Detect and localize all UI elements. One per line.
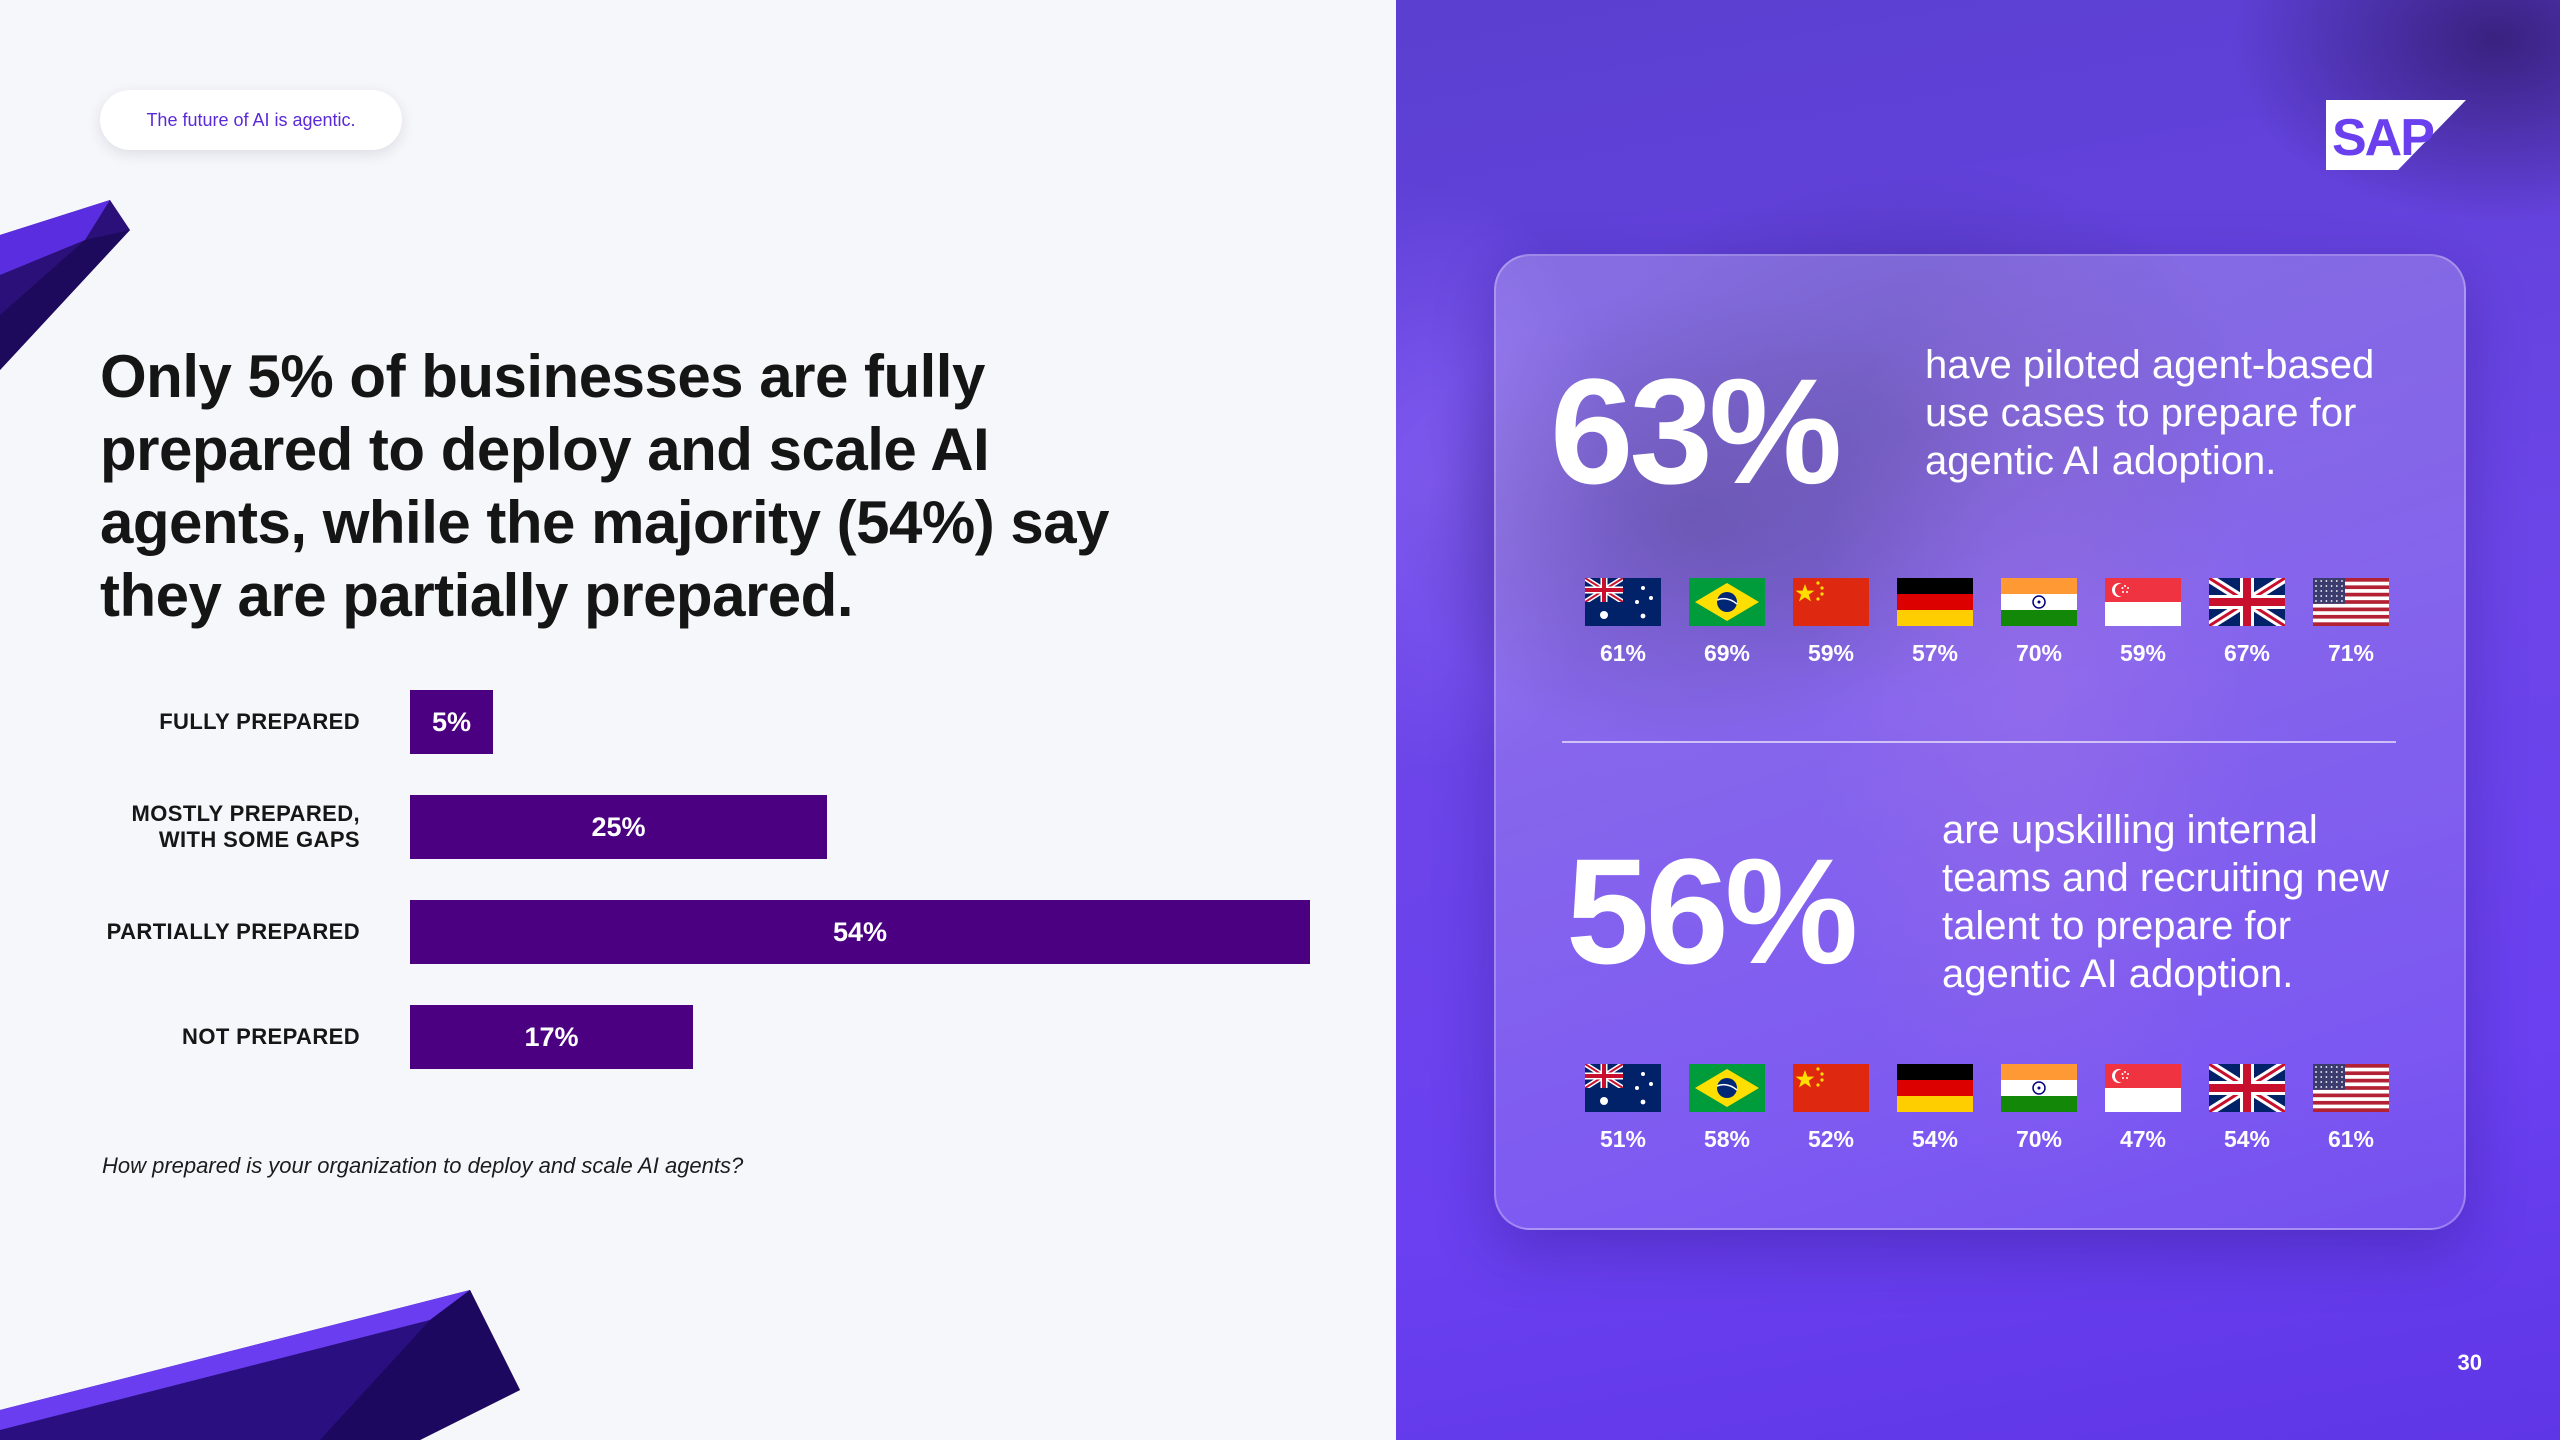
country-percentage: 70% <box>2015 640 2063 666</box>
china-flag-icon <box>1793 1064 1869 1112</box>
bar: 25% <box>410 795 827 859</box>
germany-flag-icon <box>1897 1064 1973 1112</box>
right-panel: SAP 63% have piloted agent-based use cas… <box>1396 0 2560 1440</box>
country-percentage: 54% <box>2223 1126 2271 1152</box>
brazil-flag-icon <box>1689 1064 1765 1112</box>
country-percentage: 54% <box>1911 1126 1959 1152</box>
country-percentage: 61% <box>2327 1126 2375 1152</box>
page-number: 30 <box>2457 1350 2482 1375</box>
country-stat: 51% <box>1571 1064 1675 1153</box>
country-stat: 70% <box>1987 578 2091 667</box>
country-percentage: 71% <box>2327 640 2375 666</box>
country-stat: 67% <box>2195 578 2299 667</box>
left-panel: The future of AI is agentic. Only 5% of … <box>0 90 1396 1440</box>
singapore-flag-icon <box>2105 1064 2181 1112</box>
sap-logo: SAP <box>2326 100 2466 170</box>
country-stat: 59% <box>2091 578 2195 667</box>
australia-flag-icon <box>1585 578 1661 626</box>
uk-flag-icon <box>2209 578 2285 626</box>
divider <box>1562 741 2396 743</box>
bar-category-label: PARTIALLY PREPARED <box>106 919 360 944</box>
usa-flag-icon <box>2313 1064 2389 1112</box>
country-stat: 57% <box>1883 578 1987 667</box>
preparedness-bar-chart: FULLY PREPARED 5% MOSTLY PREPARED, WITH SO… <box>0 690 1396 1110</box>
country-percentage: 59% <box>2119 640 2167 666</box>
decorative-prism-top <box>0 200 130 370</box>
country-stat: 70% <box>1987 1064 2091 1153</box>
bar-value-label: 25% <box>591 811 646 842</box>
country-percentage: 58% <box>1703 1126 1751 1152</box>
tagline-pill: The future of AI is agentic. <box>100 90 402 150</box>
country-percentage: 61% <box>1599 640 1647 666</box>
australia-flag-icon <box>1585 1064 1661 1112</box>
country-percentage: 51% <box>1599 1126 1647 1152</box>
stat-1-value: 63% <box>1550 347 1842 515</box>
country-percentage: 47% <box>2119 1126 2167 1152</box>
india-flag-icon <box>2001 578 2077 626</box>
stats-card: 63% have piloted agent-based use cases t… <box>1494 254 2466 1230</box>
country-stat: 71% <box>2299 578 2403 667</box>
country-percentage: 70% <box>2015 1126 2063 1152</box>
sap-logo-text: SAP <box>2332 109 2433 167</box>
stat-1-text: have piloted agent-based use cases to pr… <box>1925 343 2375 483</box>
stat-2-flags: 51% 58% 52% 54% 70% 47% 54% 61% <box>1571 1064 2391 1164</box>
country-stat: 61% <box>1571 578 1675 667</box>
brazil-flag-icon <box>1689 578 1765 626</box>
chart-caption: How prepared is your organization to dep… <box>102 1153 744 1178</box>
country-stat: 58% <box>1675 1064 1779 1153</box>
china-flag-icon <box>1793 578 1869 626</box>
stat-2-text: are upskilling internal teams and recrui… <box>1942 808 2389 996</box>
country-percentage: 57% <box>1911 640 1959 666</box>
bar-category-label: MOSTLY PREPARED, WITH SOME GAPS <box>131 801 360 852</box>
country-stat: 61% <box>2299 1064 2403 1153</box>
uk-flag-icon <box>2209 1064 2285 1112</box>
bar: 5% <box>410 690 493 754</box>
bar-value-label: 5% <box>431 706 472 737</box>
page-title: Only 5% of businesses are fully prepared… <box>100 343 1110 629</box>
country-percentage: 67% <box>2223 640 2271 666</box>
country-stat: 54% <box>2195 1064 2299 1153</box>
singapore-flag-icon <box>2105 578 2181 626</box>
usa-flag-icon <box>2313 578 2389 626</box>
stat-2-value: 56% <box>1566 827 1858 995</box>
country-stat: 47% <box>2091 1064 2195 1153</box>
country-percentage: 52% <box>1807 1126 1855 1152</box>
bar-category-label: FULLY PREPARED <box>159 709 360 734</box>
bar: 17% <box>410 1005 693 1069</box>
bar: 54% <box>410 900 1310 964</box>
decorative-prism-bottom <box>0 1290 520 1440</box>
bar-category-label: NOT PREPARED <box>182 1024 360 1049</box>
country-stat: 52% <box>1779 1064 1883 1153</box>
bar-value-label: 17% <box>524 1021 579 1052</box>
country-percentage: 69% <box>1703 640 1751 666</box>
india-flag-icon <box>2001 1064 2077 1112</box>
bar-value-label: 54% <box>832 916 888 947</box>
country-stat: 59% <box>1779 578 1883 667</box>
germany-flag-icon <box>1897 578 1973 626</box>
stat-1-flags: 61% 69% 59% 57% 70% 59% 67% 71% <box>1571 578 2391 678</box>
country-stat: 69% <box>1675 578 1779 667</box>
country-stat: 54% <box>1883 1064 1987 1153</box>
country-percentage: 59% <box>1807 640 1855 666</box>
